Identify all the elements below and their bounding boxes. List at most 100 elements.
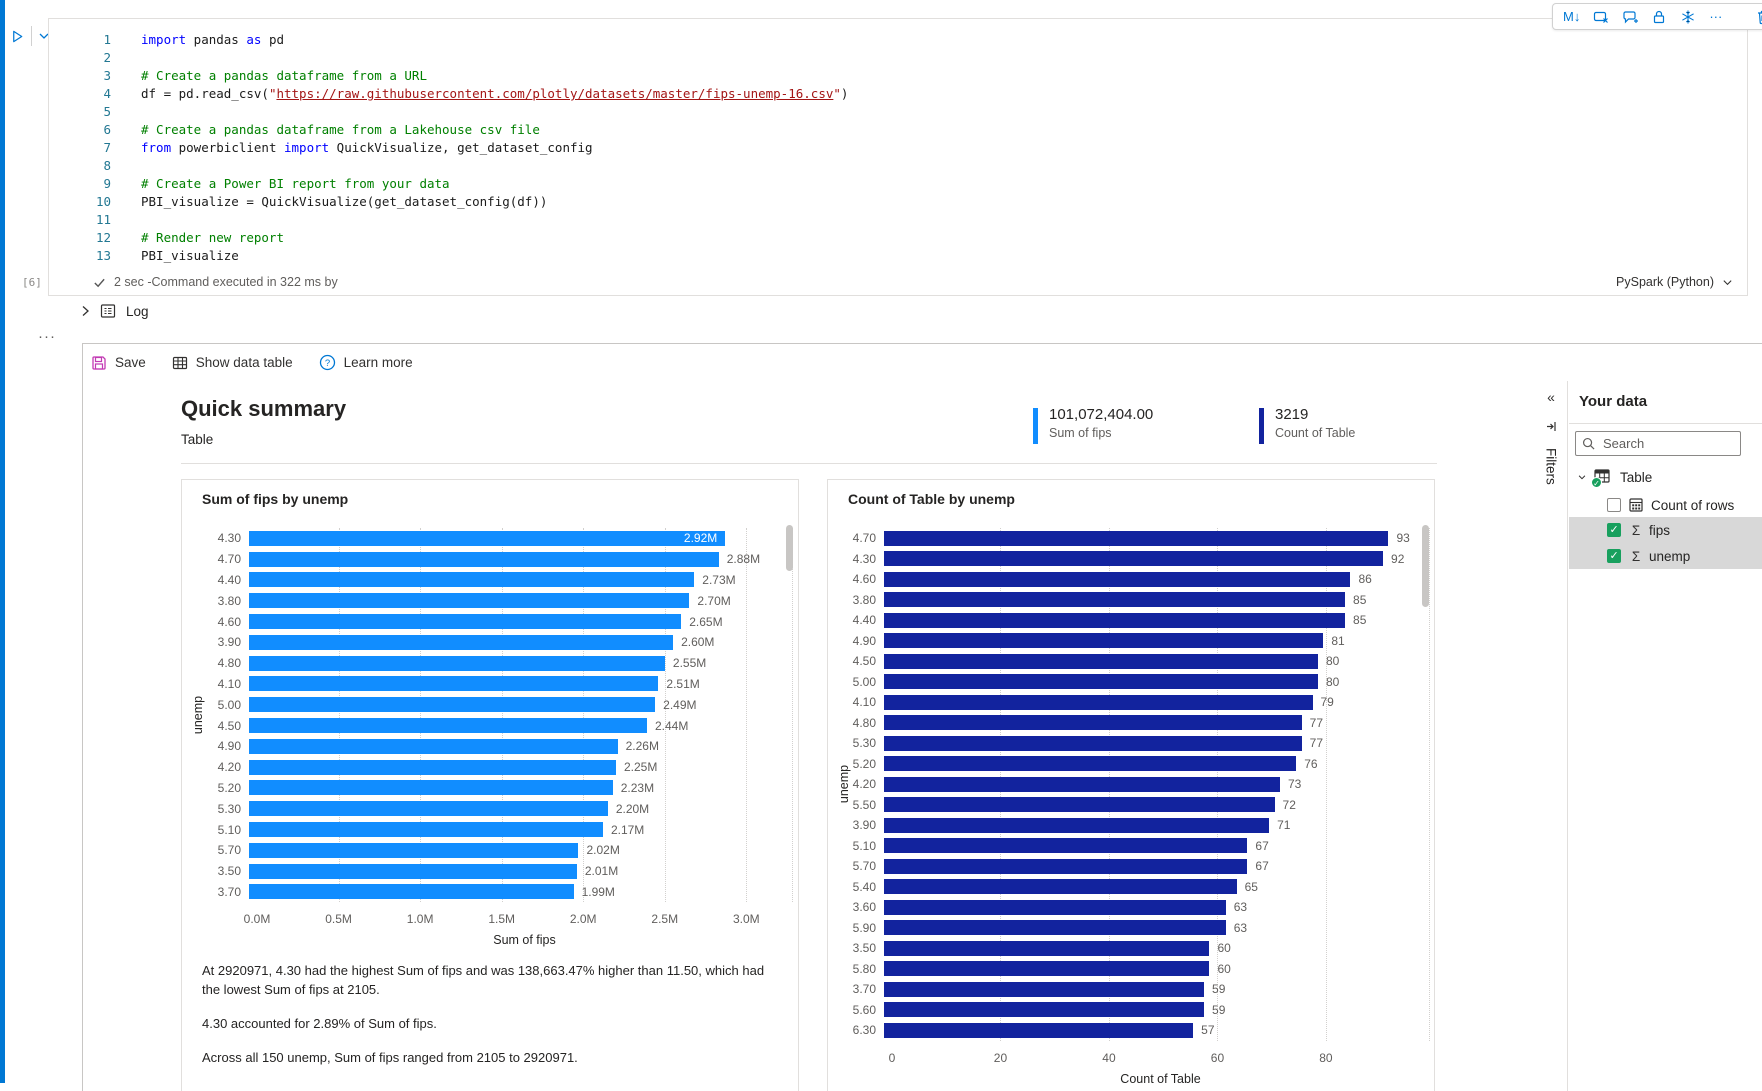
divider	[31, 26, 32, 46]
bar[interactable]	[884, 879, 1237, 895]
code-line: 9 # Create a Power BI report from your da…	[103, 176, 450, 191]
bar[interactable]	[884, 715, 1302, 731]
collapse-pane-icon[interactable]: «	[1547, 389, 1555, 405]
chart-scrollbar[interactable]	[786, 525, 793, 571]
bar[interactable]	[884, 940, 1210, 956]
convert-to-markdown-icon[interactable]: M↓	[1563, 9, 1581, 24]
tree-item-label: fips	[1649, 522, 1671, 538]
bar[interactable]	[884, 776, 1280, 792]
bar[interactable]	[884, 653, 1318, 669]
run-options-chevron-icon[interactable]	[38, 30, 50, 42]
bar-value-label: 72	[1282, 797, 1296, 812]
category-label: 3.90	[852, 818, 876, 833]
checkbox[interactable]	[1607, 549, 1621, 563]
report-subtitle: Table	[181, 432, 214, 447]
bar[interactable]	[884, 592, 1346, 608]
bar[interactable]: 2.92M	[249, 530, 726, 546]
bar[interactable]	[884, 571, 1351, 587]
kpi-accent-bar	[1033, 408, 1038, 444]
bar[interactable]	[884, 797, 1275, 813]
checkbox[interactable]	[1607, 523, 1621, 537]
bar[interactable]	[249, 593, 690, 609]
bar-row: 4.40 85	[840, 610, 1424, 631]
bar[interactable]	[249, 697, 656, 713]
bar[interactable]	[884, 899, 1226, 915]
bar[interactable]	[249, 738, 618, 754]
bar[interactable]	[884, 981, 1205, 997]
tree-item-unemp[interactable]: Σ unemp	[1569, 543, 1762, 569]
bar-row: 3.50 60	[840, 938, 1424, 959]
bar[interactable]	[884, 756, 1297, 772]
bar[interactable]	[249, 759, 616, 775]
bar[interactable]	[249, 718, 647, 734]
bar[interactable]	[884, 858, 1248, 874]
code-line: 3 # Create a pandas dataframe from a URL	[103, 68, 427, 83]
bar[interactable]	[249, 572, 695, 588]
table-icon: ✓	[1591, 469, 1612, 488]
output-more-icon[interactable]: ···	[38, 328, 56, 345]
bar[interactable]	[884, 530, 1389, 546]
bar[interactable]	[884, 633, 1324, 649]
delete-cell-icon[interactable]	[1756, 9, 1762, 25]
tree-item-fips[interactable]: Σ fips	[1569, 517, 1762, 543]
report-toolbar: Save Show data table ? Learn more	[91, 354, 413, 371]
bar-value-label: 2.02M	[586, 843, 620, 858]
bar[interactable]	[249, 842, 579, 858]
bar[interactable]	[249, 676, 659, 692]
tree-node-table[interactable]: ✓ Table	[1569, 464, 1762, 490]
add-comment-icon[interactable]	[1622, 9, 1639, 25]
x-axis-tick: 40	[1102, 1050, 1116, 1065]
search-box[interactable]	[1575, 431, 1741, 456]
bar-value-label: 65	[1244, 879, 1258, 894]
bar[interactable]	[884, 1022, 1194, 1038]
search-input[interactable]	[1601, 435, 1711, 452]
save-button[interactable]: Save	[91, 355, 146, 371]
x-axis-tick: 1.5M	[488, 912, 515, 927]
bar[interactable]	[884, 1002, 1205, 1018]
filters-pane-label[interactable]: Filters	[1543, 448, 1559, 485]
tree-item-count-of-rows[interactable]: Count of rows	[1569, 492, 1762, 518]
bar[interactable]	[884, 961, 1210, 977]
bar[interactable]	[249, 655, 665, 671]
cell-output-frame: Save Show data table ? Learn more Quick …	[82, 343, 1762, 1091]
bar[interactable]	[249, 634, 674, 650]
show-data-table-button[interactable]: Show data table	[172, 355, 293, 371]
bar[interactable]	[249, 863, 577, 879]
log-section-header[interactable]: Log	[80, 303, 149, 319]
bar[interactable]	[249, 780, 613, 796]
chevron-down-icon[interactable]	[1577, 472, 1587, 482]
category-label: 5.90	[852, 920, 876, 935]
bar[interactable]	[884, 920, 1226, 936]
bar[interactable]	[884, 551, 1384, 567]
bar[interactable]	[884, 694, 1313, 710]
bar[interactable]	[884, 735, 1302, 751]
bar-row: 3.80 85	[840, 590, 1424, 611]
x-axis-tick: 0.5M	[325, 912, 352, 927]
lock-cell-icon[interactable]	[1651, 9, 1667, 25]
bar[interactable]	[249, 822, 603, 838]
bar[interactable]	[884, 612, 1346, 628]
bar-row: 4.10 2.51M	[194, 674, 788, 695]
kernel-selector[interactable]: PySpark (Python)	[1616, 275, 1733, 289]
run-cell-button[interactable]	[10, 29, 25, 44]
code-cell[interactable]: 1 import pandas as pd 2 3 # Create a pandas …	[48, 18, 1748, 296]
bar[interactable]	[249, 551, 719, 567]
category-label: 5.10	[852, 838, 876, 853]
bar-value-label: 67	[1255, 838, 1269, 853]
expand-pane-icon[interactable]	[1546, 421, 1557, 432]
x-axis-tick: 1.0M	[406, 912, 434, 927]
code-lines[interactable]: 1 import pandas as pd 2 3 # Create a pandas …	[49, 31, 1747, 265]
more-actions-icon[interactable]: ···	[1709, 9, 1723, 24]
bar[interactable]	[249, 801, 608, 817]
bar[interactable]	[884, 674, 1318, 690]
chart-scrollbar[interactable]	[1422, 525, 1429, 607]
bar[interactable]	[249, 884, 574, 900]
bar[interactable]	[884, 817, 1270, 833]
checkbox[interactable]	[1607, 498, 1621, 512]
bar[interactable]	[249, 614, 682, 630]
bar[interactable]	[884, 838, 1248, 854]
learn-more-link[interactable]: ? Learn more	[319, 354, 413, 371]
freeze-cell-icon[interactable]	[1680, 9, 1696, 25]
clear-output-icon[interactable]	[1593, 9, 1609, 25]
help-icon: ?	[319, 354, 335, 371]
